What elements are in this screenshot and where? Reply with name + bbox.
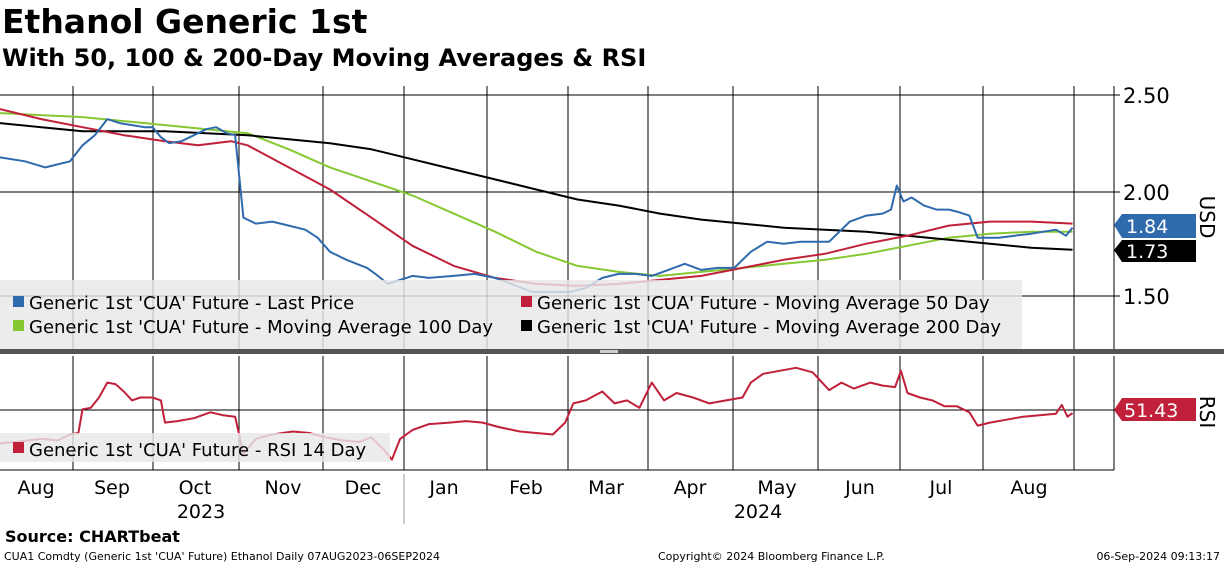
last-price-tag: 1.84 (1114, 214, 1196, 238)
series-line-price (0, 118, 1074, 293)
price-legend: Generic 1st 'CUA' Future - Last Price Ge… (0, 280, 1022, 349)
x-tick-label: Mar (588, 477, 624, 499)
x-tick-label: Apr (674, 477, 707, 499)
last-rsi-tag: 51.43 (1114, 398, 1196, 422)
rsi-legend: Generic 1st 'CUA' Future - RSI 14 Day (0, 433, 390, 462)
series-line-ma100 (0, 112, 1073, 277)
y-tick-label: 2.50 (1123, 84, 1170, 108)
last-ma200-tag: 1.73 (1114, 240, 1196, 263)
x-tick-label: Sep (94, 477, 130, 499)
chart-subtitle: With 50, 100 & 200-Day Moving Averages &… (2, 44, 647, 72)
x-tick-label: Feb (509, 477, 543, 499)
rsi-legend-background (0, 433, 390, 462)
x-tick-label: Oct (179, 477, 212, 499)
last-price-value: 1.84 (1126, 216, 1168, 238)
footer-copyright: Copyright© 2024 Bloomberg Finance L.P. (658, 550, 885, 563)
x-tick-label: Aug (17, 477, 54, 499)
x-tick-label: May (757, 477, 796, 499)
x-tick-label: Nov (264, 477, 301, 499)
grid-lines (0, 86, 1114, 470)
year-label-2023: 2023 (177, 501, 225, 523)
x-tick-label: Dec (345, 477, 382, 499)
y-tick-label: 1.50 (1123, 285, 1170, 309)
separator-handle[interactable] (600, 350, 618, 353)
x-tick-label: Jun (844, 477, 875, 499)
x-axis-labels: Aug Sep Oct Nov Dec Jan Feb Mar Apr May Jun Jul Aug (17, 477, 1047, 499)
last-rsi-value: 51.43 (1124, 400, 1178, 422)
year-label-2024: 2024 (734, 501, 782, 523)
last-ma200-value: 1.73 (1126, 241, 1168, 263)
y-axis-label-rsi: RSI (1195, 396, 1219, 429)
x-tick-label: Jul (929, 477, 953, 499)
legend-swatch-rsi (13, 442, 24, 453)
legend-swatch-ma100 (13, 320, 24, 331)
x-tick-label: Jan (428, 477, 458, 499)
chart-title: Ethanol Generic 1st (2, 2, 368, 41)
legend-swatch-ma50 (521, 296, 532, 307)
legend-background (0, 280, 1022, 349)
legend-swatch-ma200 (521, 320, 532, 331)
x-tick-label: Aug (1010, 477, 1047, 499)
series-line-rsi (0, 366, 1074, 461)
legend-label-ma200: Generic 1st 'CUA' Future - Moving Averag… (537, 317, 1001, 338)
y-tick-label: 2.00 (1123, 181, 1170, 205)
legend-label-price: Generic 1st 'CUA' Future - Last Price (29, 293, 354, 314)
legend-label-ma100: Generic 1st 'CUA' Future - Moving Averag… (29, 317, 493, 338)
footer-description: CUA1 Comdty (Generic 1st 'CUA' Future) E… (4, 550, 440, 563)
legend-swatch-price (13, 296, 24, 307)
footer-timestamp: 06-Sep-2024 09:13:17 (1096, 550, 1220, 563)
source-note: Source: CHARTbeat (5, 527, 180, 546)
legend-label-ma50: Generic 1st 'CUA' Future - Moving Averag… (537, 293, 990, 314)
legend-label-rsi: Generic 1st 'CUA' Future - RSI 14 Day (29, 440, 367, 461)
y-axis-label-usd: USD (1195, 196, 1219, 239)
series-line-ma200 (0, 122, 1073, 251)
